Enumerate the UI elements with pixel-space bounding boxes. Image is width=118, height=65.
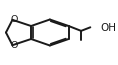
Text: O: O (10, 41, 17, 50)
Text: O: O (10, 15, 17, 24)
Text: OH: OH (101, 23, 117, 33)
